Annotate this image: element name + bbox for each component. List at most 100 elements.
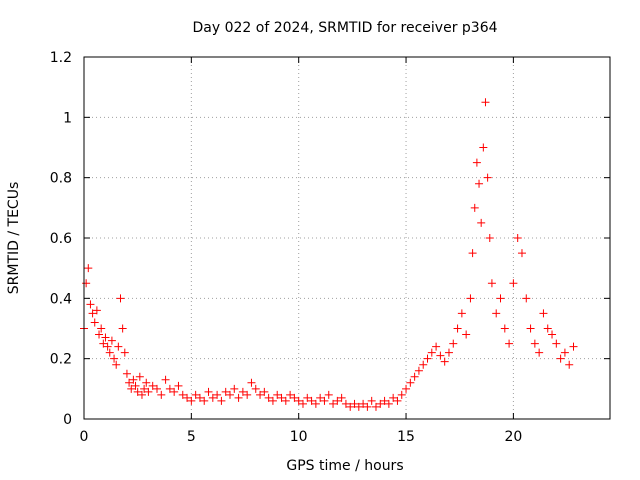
x-tick-label: 15	[397, 429, 415, 445]
data-point	[103, 342, 112, 351]
grid-layer	[84, 57, 610, 419]
data-point	[552, 339, 561, 348]
data-point	[475, 179, 484, 188]
data-point	[251, 384, 260, 393]
data-point	[142, 378, 151, 387]
data-point	[116, 294, 125, 303]
data-point	[238, 387, 247, 396]
data-point	[481, 98, 490, 107]
x-tick-label: 10	[290, 429, 308, 445]
data-point	[472, 158, 481, 167]
data-point	[539, 309, 548, 318]
data-point	[243, 390, 252, 399]
data-point	[363, 402, 372, 411]
data-point	[101, 333, 110, 342]
data-point	[522, 294, 531, 303]
data-point	[140, 384, 149, 393]
data-point	[178, 390, 187, 399]
data-point	[256, 390, 265, 399]
data-point	[444, 348, 453, 357]
data-point	[376, 399, 385, 408]
data-point	[191, 390, 200, 399]
data-point	[492, 309, 501, 318]
data-point	[213, 390, 222, 399]
data-point	[157, 390, 166, 399]
data-point	[341, 399, 350, 408]
x-tick-label: 0	[80, 429, 89, 445]
data-point	[90, 318, 99, 327]
data-point	[86, 300, 95, 309]
data-point	[397, 390, 406, 399]
data-point	[247, 378, 256, 387]
data-point	[414, 366, 423, 375]
data-point	[505, 339, 514, 348]
data-point	[329, 399, 338, 408]
data-point	[565, 360, 574, 369]
data-point	[264, 393, 273, 402]
data-point	[354, 402, 363, 411]
data-point	[133, 387, 142, 396]
data-point	[389, 393, 398, 402]
data-point	[316, 393, 325, 402]
data-point	[217, 396, 226, 405]
data-point	[129, 375, 138, 384]
y-tick-label: 1	[63, 110, 72, 126]
data-point	[208, 393, 217, 402]
data-point	[165, 384, 174, 393]
data-point	[225, 390, 234, 399]
y-axis-title: SRMTID / TECUs	[6, 182, 22, 295]
data-point	[462, 330, 471, 339]
data-point	[122, 369, 131, 378]
data-point	[432, 342, 441, 351]
data-point	[221, 387, 230, 396]
chart-title: Day 022 of 2024, SRMTID for receiver p36…	[192, 20, 497, 36]
data-point	[200, 396, 209, 405]
data-point	[273, 390, 282, 399]
data-point	[99, 339, 108, 348]
data-point	[88, 309, 97, 318]
data-point	[118, 324, 127, 333]
data-point	[320, 396, 329, 405]
data-point	[127, 384, 136, 393]
data-point	[260, 387, 269, 396]
data-point	[384, 399, 393, 408]
data-point	[470, 203, 479, 212]
data-point	[517, 249, 526, 258]
data-point	[350, 399, 359, 408]
data-point	[131, 381, 140, 390]
data-point	[234, 393, 243, 402]
data-point	[152, 384, 161, 393]
data-point	[556, 354, 565, 363]
data-point	[268, 396, 277, 405]
x-axis-title: GPS time / hours	[286, 458, 403, 474]
data-point	[311, 399, 320, 408]
data-point	[170, 387, 179, 396]
data-point	[120, 348, 129, 357]
data-point	[530, 339, 539, 348]
data-point	[230, 384, 239, 393]
data-point	[337, 393, 346, 402]
data-point	[324, 390, 333, 399]
plot-frame	[83, 56, 611, 420]
data-point	[423, 354, 432, 363]
data-point	[535, 348, 544, 357]
data-point	[148, 381, 157, 390]
data-point	[187, 396, 196, 405]
data-point	[97, 324, 106, 333]
data-point	[569, 342, 578, 351]
data-point	[281, 396, 290, 405]
x-tick-label: 20	[504, 429, 522, 445]
data-point	[114, 342, 123, 351]
data-point	[174, 381, 183, 390]
data-point	[509, 279, 518, 288]
data-point	[477, 218, 486, 227]
data-point	[110, 354, 119, 363]
data-point	[195, 393, 204, 402]
data-point	[125, 378, 134, 387]
data-point	[346, 402, 355, 411]
data-point	[144, 387, 153, 396]
data-point	[410, 372, 419, 381]
data-point	[137, 390, 146, 399]
data-point	[457, 309, 466, 318]
data-point	[487, 279, 496, 288]
